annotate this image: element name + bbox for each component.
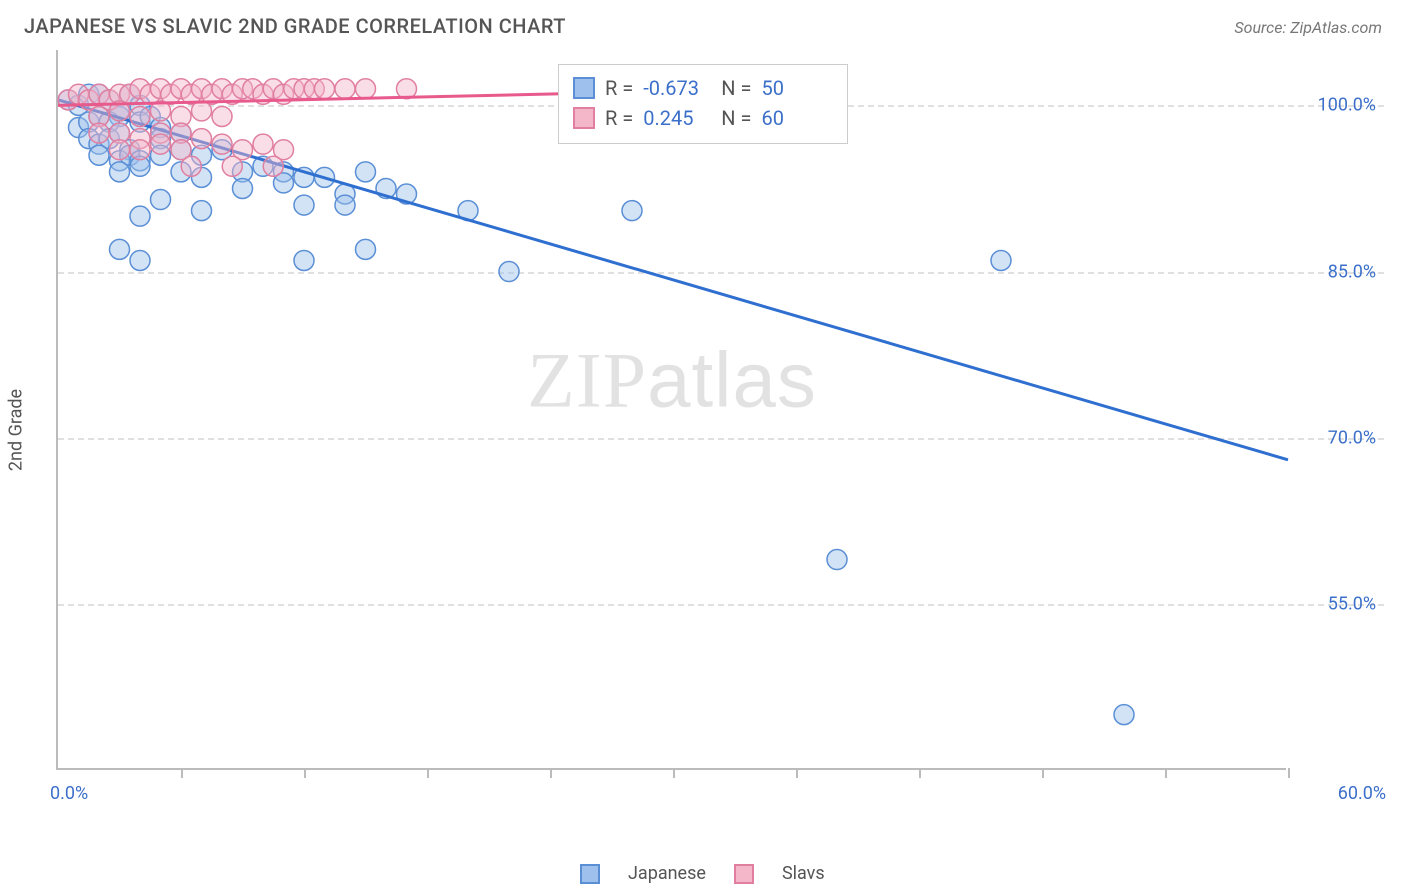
x-min-label: 0.0% — [50, 783, 88, 804]
data-point — [263, 156, 283, 176]
chart-title: JAPANESE VS SLAVIC 2ND GRADE CORRELATION… — [24, 14, 566, 38]
y-tick-label: 85.0% — [1296, 261, 1376, 282]
r-value-slavs: 0.245 — [643, 103, 711, 133]
swatch-japanese-icon — [573, 77, 595, 99]
data-point — [130, 140, 150, 160]
y-tick-label: 70.0% — [1296, 427, 1376, 448]
y-tick-label: 100.0% — [1296, 95, 1376, 116]
data-point — [294, 250, 314, 270]
x-max-label: 60.0% — [1286, 783, 1386, 804]
data-point — [233, 178, 253, 198]
data-point — [110, 239, 130, 259]
data-point — [1114, 705, 1134, 725]
data-point — [294, 195, 314, 215]
source-label: Source: ZipAtlas.com — [1234, 18, 1382, 37]
data-point — [356, 162, 376, 182]
r-label: R = — [605, 103, 633, 133]
data-point — [622, 201, 642, 221]
x-tick — [304, 768, 306, 778]
data-point — [253, 134, 273, 154]
data-point — [827, 550, 847, 570]
x-tick — [181, 768, 183, 778]
data-point — [110, 162, 130, 182]
bottom-legend: Japanese Slavs — [580, 863, 825, 884]
data-point — [192, 101, 212, 121]
y-axis-label: 2nd Grade — [6, 389, 27, 471]
legend-label-japanese: Japanese — [628, 863, 706, 884]
legend-swatch-japanese-icon — [580, 864, 600, 884]
x-tick — [1288, 768, 1290, 778]
legend-swatch-slavs-icon — [734, 864, 754, 884]
n-label: N = — [721, 103, 751, 133]
x-tick — [550, 768, 552, 778]
data-point — [212, 134, 232, 154]
data-point — [356, 79, 376, 99]
plot-container: 2nd Grade ZIPatlas R = -0.673 N = 50 R =… — [56, 50, 1382, 810]
stats-row-japanese: R = -0.673 N = 50 — [573, 73, 829, 103]
n-value-japanese: 50 — [761, 73, 829, 103]
r-value-japanese: -0.673 — [643, 73, 711, 103]
data-point — [130, 106, 150, 126]
swatch-slavs-icon — [573, 107, 595, 129]
n-label: N = — [721, 73, 751, 103]
data-point — [335, 79, 355, 99]
data-point — [222, 156, 242, 176]
data-point — [315, 79, 335, 99]
data-point — [89, 123, 109, 143]
plot-area: ZIPatlas R = -0.673 N = 50 R = 0.245 N =… — [56, 50, 1286, 770]
x-tick — [1042, 768, 1044, 778]
x-tick — [796, 768, 798, 778]
data-point — [499, 262, 519, 282]
x-tick — [673, 768, 675, 778]
x-tick — [919, 768, 921, 778]
n-value-slavs: 60 — [761, 103, 829, 133]
data-point — [991, 250, 1011, 270]
data-point — [212, 106, 232, 126]
stats-row-slavs: R = 0.245 N = 60 — [573, 103, 829, 133]
x-tick — [1165, 768, 1167, 778]
data-point — [181, 156, 201, 176]
x-tick — [427, 768, 429, 778]
chart-header: JAPANESE VS SLAVIC 2ND GRADE CORRELATION… — [0, 0, 1406, 44]
data-point — [130, 250, 150, 270]
data-point — [110, 140, 130, 160]
data-point — [151, 190, 171, 210]
data-point — [89, 145, 109, 165]
data-point — [192, 129, 212, 149]
data-point — [356, 239, 376, 259]
r-label: R = — [605, 73, 633, 103]
data-point — [192, 201, 212, 221]
data-point — [335, 195, 355, 215]
y-tick-label: 55.0% — [1296, 593, 1376, 614]
legend-label-slavs: Slavs — [782, 863, 825, 884]
data-point — [130, 206, 150, 226]
scatter-svg — [58, 50, 1288, 770]
correlation-stats-box: R = -0.673 N = 50 R = 0.245 N = 60 — [558, 64, 848, 144]
data-point — [151, 134, 171, 154]
